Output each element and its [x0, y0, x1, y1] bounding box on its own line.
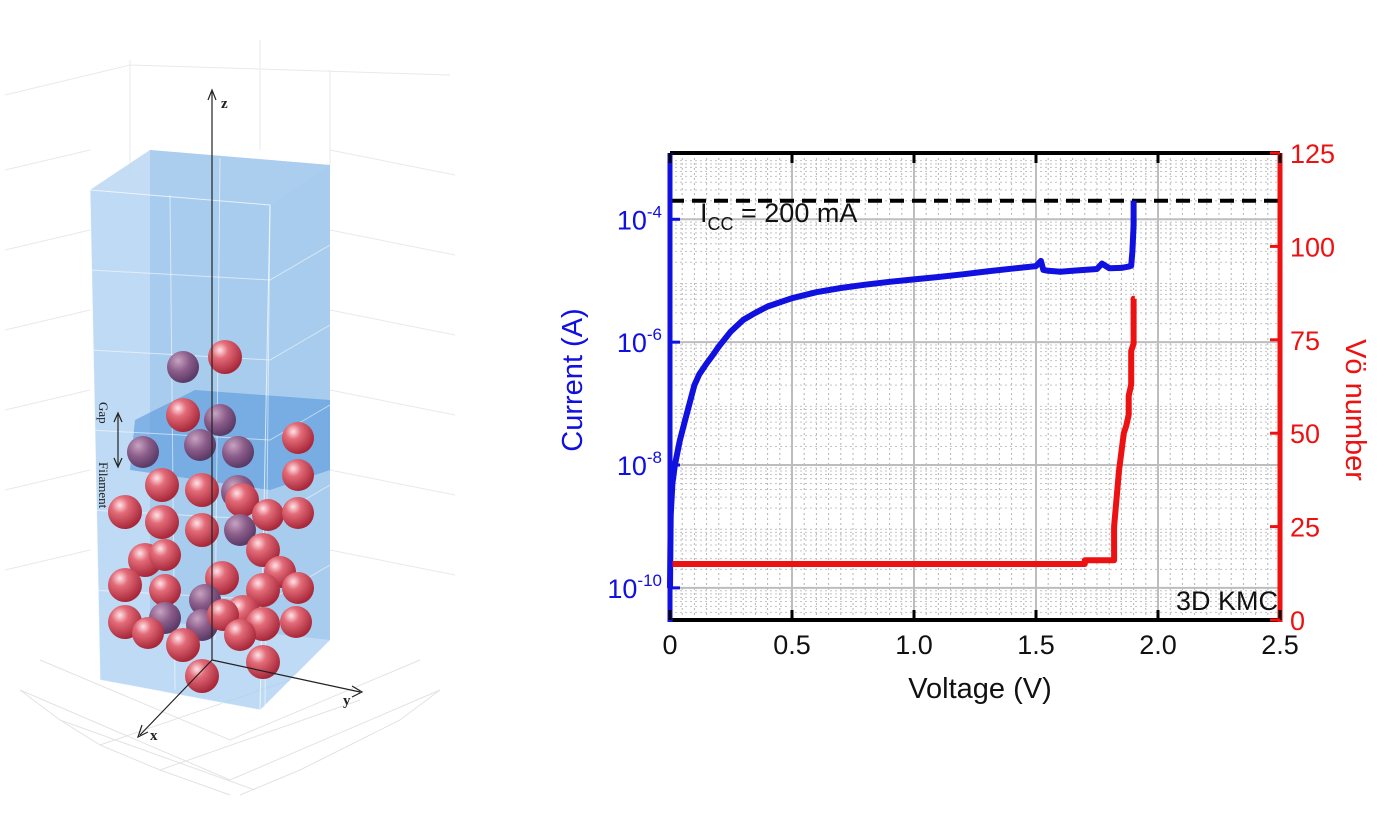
icc-label: ICC = 200 mA: [700, 198, 857, 234]
annotation-3d-kmc: 3D KMC: [1176, 586, 1278, 616]
axis-z-label: z: [221, 96, 228, 112]
filament-label: Filament: [96, 462, 111, 509]
x-axis-label: Voltage (V): [908, 673, 1051, 705]
axis-x-label: x: [150, 728, 158, 744]
axis-y-label: y: [343, 693, 351, 709]
y-left-tick-label: 10-10: [607, 571, 662, 604]
y-right-tick-label: 50: [1290, 419, 1320, 449]
chart-grid: [669, 153, 1281, 621]
x-tick-label: 0: [662, 630, 677, 660]
kmc-illustration: z x y Gap Filament: [4, 40, 456, 796]
background-grid: [4, 40, 456, 576]
y-left-tick-label: 10-6: [617, 325, 662, 358]
chart-series: [667, 200, 1137, 588]
gap-label: Gap: [96, 402, 111, 424]
x-tick-label: 1.5: [1017, 630, 1055, 660]
plot-frame: [667, 151, 1283, 622]
xyz-axes: [113, 88, 364, 739]
y-right-tick-label: 100: [1290, 232, 1335, 262]
x-tick-label: 0.5: [773, 630, 811, 660]
y-right-tick-label: 125: [1290, 139, 1335, 169]
y-axis-right-label: Vö number: [1339, 339, 1371, 481]
y-right-tick-label: 0: [1290, 606, 1305, 636]
x-tick-label: 1.0: [895, 630, 933, 660]
current-series: [667, 200, 1137, 588]
y-left-tick-label: 10-4: [617, 202, 662, 235]
y-left-tick-label: 10-8: [617, 448, 662, 481]
y-right-tick-label: 75: [1290, 326, 1320, 356]
vacancy-balls: [108, 340, 314, 693]
tick-labels: 0 0.5 1.0 1.5 2.0 2.5025507510012510-410-610-…: [607, 139, 1335, 660]
floor-grid: [19, 659, 441, 796]
y-axis-left-label: Current (A): [557, 308, 589, 451]
y-right-tick-label: 25: [1290, 513, 1320, 543]
x-tick-label: 2.0: [1139, 630, 1177, 660]
vo-number-series: [670, 295, 1137, 567]
x-tick-label: 2.5: [1261, 630, 1299, 660]
